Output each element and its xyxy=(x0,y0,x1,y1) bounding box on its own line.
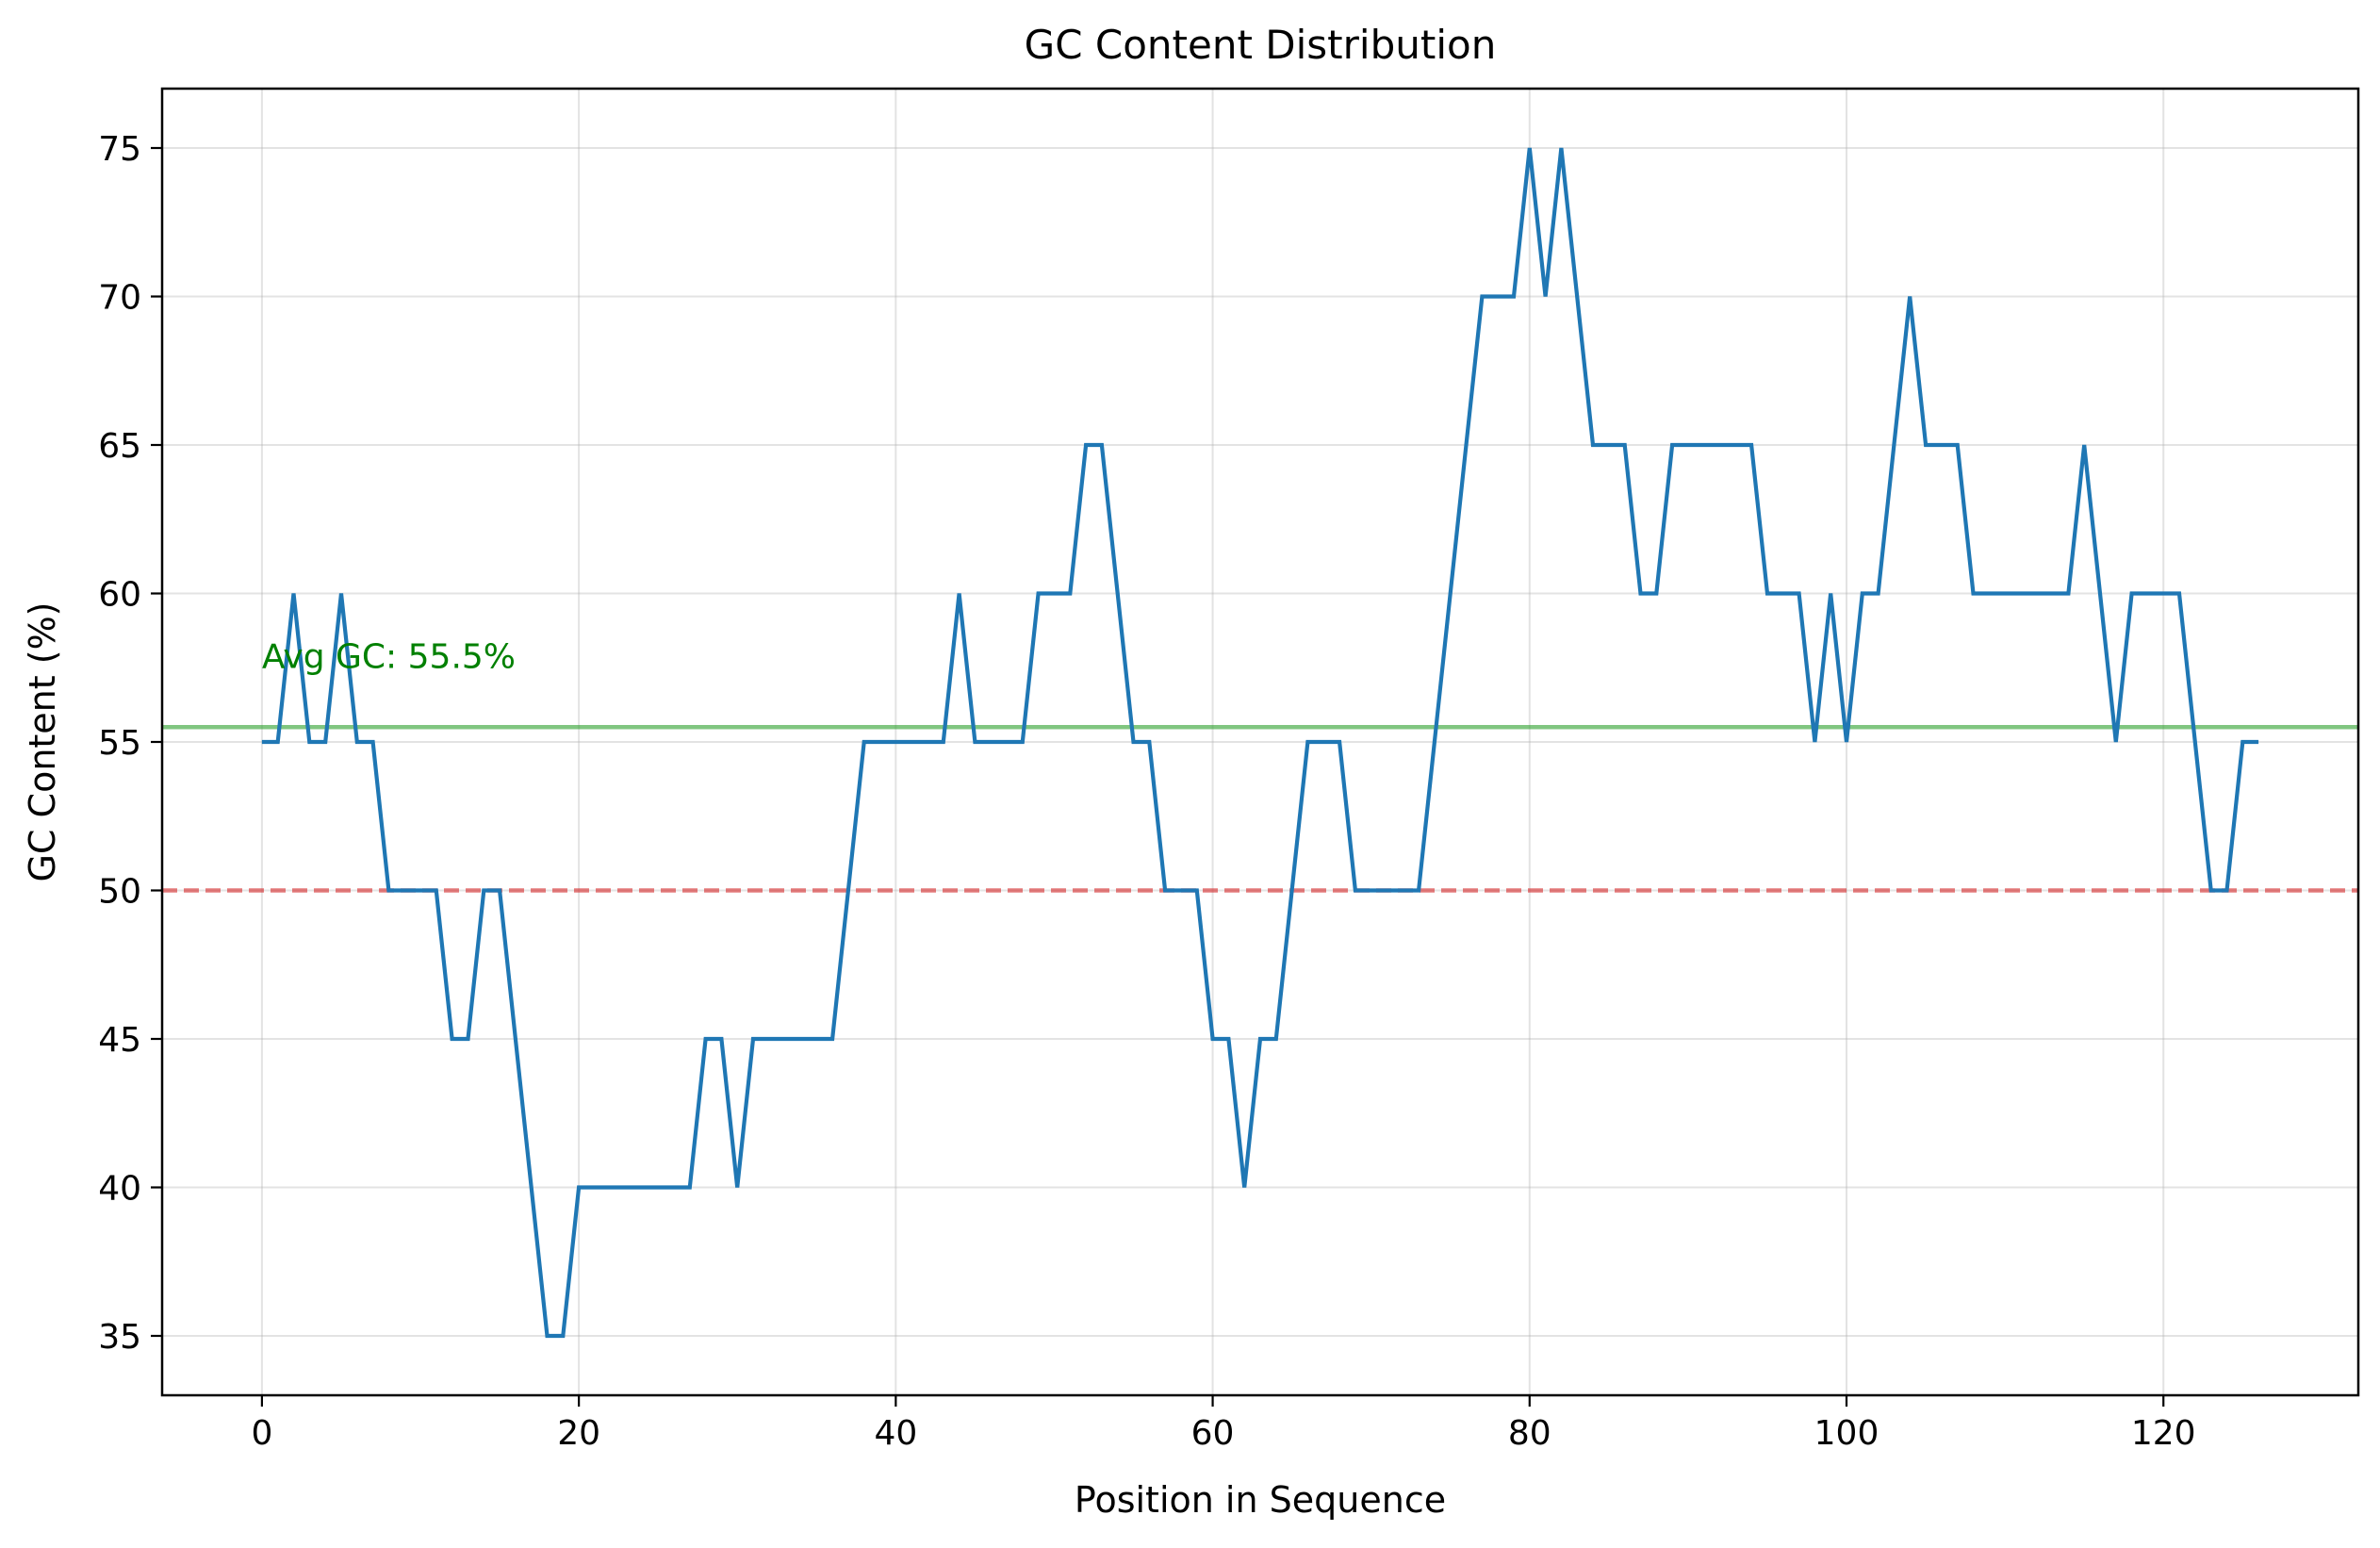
x-tick-label: 60 xyxy=(1191,1414,1235,1453)
y-tick-label: 75 xyxy=(98,130,141,169)
avg-gc-annotation: Avg GC: 55.5% xyxy=(262,637,516,676)
x-tick-label: 80 xyxy=(1508,1414,1551,1453)
y-axis-label: GC Content (%) xyxy=(22,601,63,881)
y-axis-ticks: 35 40 45 50 55 60 65 70 75 xyxy=(98,130,162,1357)
y-tick-label: 70 xyxy=(98,279,141,318)
gc-content-series-line xyxy=(261,147,2259,1339)
y-tick-label: 40 xyxy=(98,1170,141,1209)
x-axis-ticks: 0 20 40 60 80 100 120 xyxy=(251,1395,2196,1453)
reference-lines xyxy=(162,725,2358,893)
y-tick-label: 45 xyxy=(98,1021,141,1060)
annotations: Avg GC: 55.5% xyxy=(262,637,516,676)
series-layer xyxy=(261,147,2259,1339)
x-tick-label: 100 xyxy=(1814,1414,1879,1453)
x-tick-label: 0 xyxy=(251,1414,272,1453)
x-tick-label: 20 xyxy=(557,1414,600,1453)
chart-title: GC Content Distribution xyxy=(1025,22,1497,68)
y-tick-label: 65 xyxy=(98,427,141,466)
y-tick-label: 60 xyxy=(98,576,141,615)
x-tick-label: 40 xyxy=(874,1414,917,1453)
y-tick-label: 55 xyxy=(98,724,141,763)
x-axis-label: Position in Sequence xyxy=(1075,1479,1446,1521)
y-tick-label: 50 xyxy=(98,873,141,912)
x-tick-label: 120 xyxy=(2131,1414,2196,1453)
y-tick-label: 35 xyxy=(98,1318,141,1357)
